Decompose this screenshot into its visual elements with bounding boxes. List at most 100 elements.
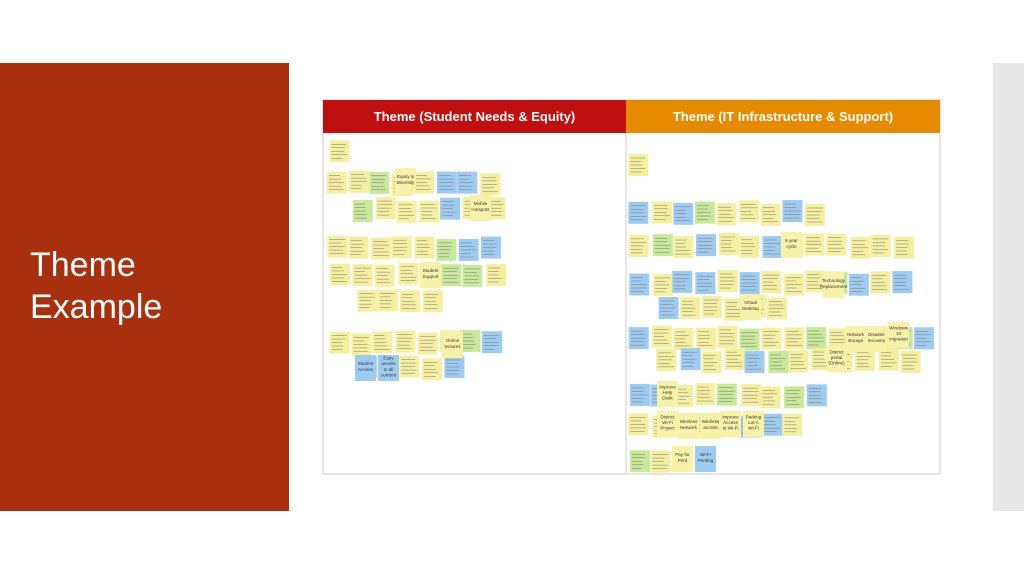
sticky-note [436, 171, 457, 194]
sticky-note [806, 326, 827, 349]
note-line: Mobile [474, 201, 488, 206]
sticky-note [673, 327, 694, 350]
sticky-note [781, 232, 802, 258]
sticky-note [870, 234, 891, 257]
note-line: Printing [698, 458, 714, 463]
sticky-note [700, 413, 721, 439]
sticky-note [760, 386, 781, 409]
sticky-note [673, 202, 694, 225]
sticky-note [352, 264, 373, 287]
sticky-note [695, 272, 716, 295]
note-line: lectures [444, 344, 461, 349]
sticky-note [658, 297, 679, 320]
column-header-text: Theme (Student Needs & Equity) [374, 109, 576, 124]
sticky-note [848, 273, 869, 296]
sticky-note [326, 171, 347, 194]
note-line: Online [446, 338, 460, 343]
sticky-note [480, 236, 501, 259]
note-text: Online lectures [444, 338, 461, 349]
note-text: Wireless access [702, 419, 720, 430]
sticky-note [806, 384, 827, 407]
note-line: Easy [383, 356, 394, 361]
sticky-note [482, 331, 503, 354]
note-line: Network [847, 332, 865, 337]
slide-title: Theme Example [30, 246, 163, 326]
sticky-note [762, 413, 783, 436]
sticky-note [696, 327, 717, 350]
sticky-note [652, 234, 673, 257]
note-line: Windows [889, 325, 908, 330]
sticky-note [377, 289, 398, 312]
sticky-note [783, 273, 804, 296]
sticky-note [766, 297, 787, 320]
note-line: recovery [868, 338, 886, 343]
sticky-note [327, 235, 348, 258]
sticky-note [414, 171, 435, 194]
sticky-note [740, 384, 761, 407]
sticky-note [850, 236, 871, 259]
sticky-note [805, 270, 826, 293]
side-bar [993, 63, 1024, 511]
sticky-note [349, 170, 370, 193]
note-text: District Wi-Fi Project [660, 414, 675, 430]
sticky-note [823, 272, 844, 298]
note-line: Desk [662, 396, 673, 401]
sticky-note [695, 446, 716, 472]
sticky-note [680, 348, 701, 371]
sticky-note [628, 234, 649, 257]
note-line: Disaster [868, 332, 885, 337]
sticky-note [678, 413, 699, 439]
sticky-note [395, 168, 416, 194]
sticky-note [348, 236, 369, 259]
sticky-note [718, 270, 739, 293]
note-line: 10 [896, 331, 902, 336]
sticky-note [330, 263, 351, 286]
note-line: Replacement [820, 284, 848, 289]
note-line: Support [422, 274, 439, 279]
sticky-note [866, 326, 887, 352]
sticky-note [371, 237, 392, 260]
note-line: Network [680, 425, 698, 430]
note-line: Equity & [397, 174, 414, 179]
sticky-note [372, 331, 393, 354]
sticky-note [629, 383, 650, 406]
note-line: Access [723, 420, 739, 425]
sticky-note [650, 450, 671, 473]
sticky-note [680, 297, 701, 320]
sticky-note [718, 233, 739, 256]
sticky-note [701, 351, 722, 374]
sticky-note [761, 327, 782, 350]
sticky-note [436, 238, 457, 261]
sticky-note [398, 262, 419, 285]
sticky-note [421, 358, 442, 381]
sticky-note [870, 271, 891, 294]
note-line: Pay for [675, 452, 690, 457]
note-line: access [381, 361, 396, 366]
sticky-note [892, 271, 913, 294]
sticky-note [716, 203, 737, 226]
sticky-note [460, 330, 481, 353]
sticky-note [395, 330, 416, 353]
sticky-note [743, 411, 764, 437]
note-line: to all [384, 367, 394, 372]
sticky-note [826, 233, 847, 256]
note-line: Help [663, 390, 673, 395]
note-line: Wireless [702, 419, 720, 424]
sticky-note [462, 264, 483, 287]
note-text: Wi-Fi Printing [698, 452, 714, 463]
sticky-note [739, 272, 760, 295]
sticky-note [414, 236, 435, 259]
note-line: Wi-Fi [748, 426, 759, 431]
sticky-note [826, 346, 847, 372]
sticky-note [422, 290, 443, 313]
sticky-note [444, 356, 465, 379]
sticky-note [854, 348, 875, 371]
sticky-note [695, 383, 716, 406]
sticky-note [724, 348, 745, 371]
note-line: Improve [722, 414, 739, 419]
sticky-note [652, 201, 673, 224]
sticky-note [739, 235, 760, 258]
sticky-note [701, 296, 722, 319]
